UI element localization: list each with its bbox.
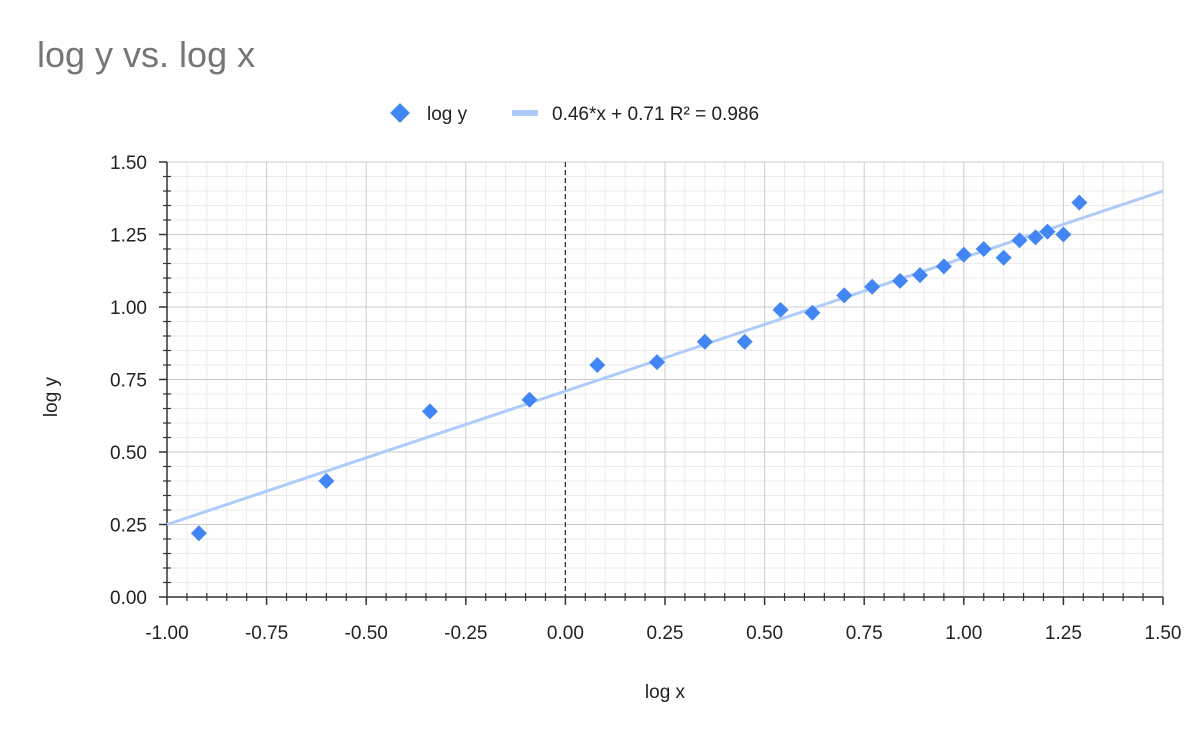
data-point bbox=[589, 357, 606, 373]
data-point bbox=[1039, 223, 1056, 240]
data-point bbox=[190, 525, 207, 542]
y-tick-label: 1.50 bbox=[110, 153, 147, 174]
data-point bbox=[975, 241, 992, 257]
x-tick-label: 1.50 bbox=[1145, 623, 1182, 644]
x-tick-label: 0.00 bbox=[547, 623, 584, 644]
x-tick-label: -0.75 bbox=[245, 623, 288, 644]
y-tick-label: 0.50 bbox=[110, 443, 147, 464]
legend-marker-log-y bbox=[390, 103, 410, 123]
y-tick-label: 1.00 bbox=[110, 298, 147, 319]
y-tick-label: 0.25 bbox=[110, 516, 147, 537]
legend: log y 0.46*x + 0.71 R² = 0.986 bbox=[390, 103, 759, 125]
grid bbox=[166, 161, 1164, 597]
x-tick-label: -0.25 bbox=[444, 623, 487, 644]
chart-title: log y vs. log x bbox=[37, 34, 256, 75]
y-tick-label: 0.75 bbox=[110, 371, 147, 392]
legend-label-log-y: log y bbox=[427, 104, 468, 125]
data-point bbox=[995, 249, 1012, 266]
data-point bbox=[955, 246, 972, 263]
data-point bbox=[696, 333, 713, 350]
data-point bbox=[1027, 229, 1044, 246]
tick-labels: -1.00 -0.75 -0.50 -0.25 0.00 0.25 0.50 0.75 1.00… bbox=[110, 153, 1181, 644]
trendline-line bbox=[166, 189, 1164, 526]
data-point bbox=[935, 258, 952, 275]
data-point bbox=[421, 403, 438, 420]
data-point bbox=[772, 301, 789, 318]
trendline bbox=[166, 189, 1164, 526]
x-tick-label: -0.50 bbox=[345, 623, 388, 644]
axes bbox=[159, 161, 1164, 605]
x-tick-label: 0.75 bbox=[846, 623, 883, 644]
y-tick-label: 1.25 bbox=[110, 226, 147, 247]
y-tick-label: 0.00 bbox=[110, 588, 147, 609]
data-point bbox=[1071, 194, 1088, 211]
data-point bbox=[736, 333, 753, 350]
legend-label-trendline: 0.46*x + 0.71 R² = 0.986 bbox=[552, 104, 759, 125]
x-tick-label: 1.25 bbox=[1045, 623, 1082, 644]
data-point bbox=[911, 267, 928, 284]
y-axis-title: log y bbox=[41, 376, 62, 417]
data-points bbox=[190, 194, 1088, 542]
data-point bbox=[318, 473, 335, 489]
x-axis-title: log x bbox=[645, 682, 686, 703]
x-tick-label: 1.00 bbox=[945, 623, 982, 644]
x-tick-label: -1.00 bbox=[145, 623, 188, 644]
data-point bbox=[836, 287, 853, 304]
data-point bbox=[892, 272, 909, 289]
data-point bbox=[804, 304, 821, 321]
data-point bbox=[1011, 232, 1028, 249]
data-point bbox=[649, 354, 666, 371]
data-point bbox=[521, 391, 538, 408]
data-point bbox=[864, 278, 881, 295]
x-tick-label: 0.25 bbox=[647, 623, 684, 644]
x-tick-label: 0.50 bbox=[746, 623, 783, 644]
data-point bbox=[1055, 226, 1072, 243]
